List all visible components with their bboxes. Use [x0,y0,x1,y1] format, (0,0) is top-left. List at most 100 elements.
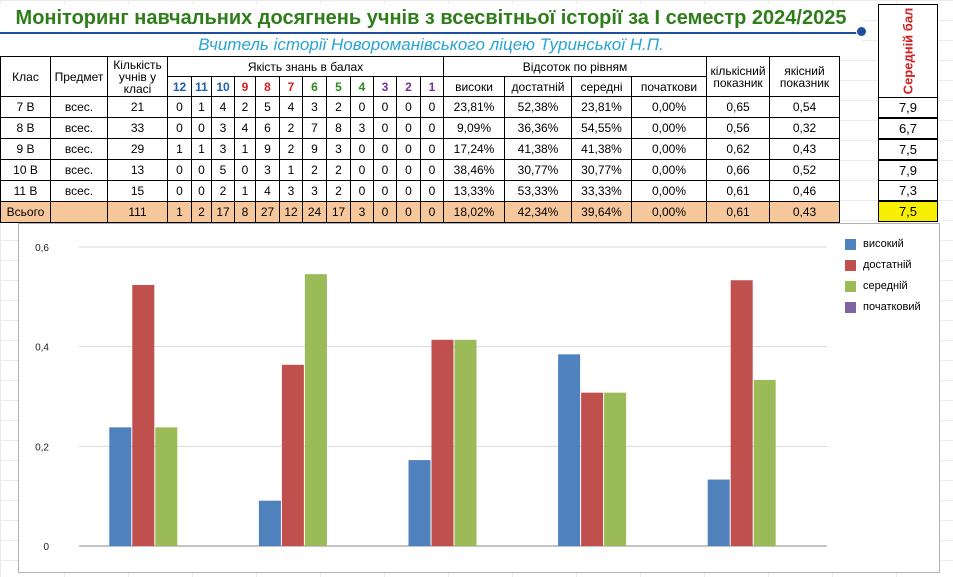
class-cell[interactable]: 7 В [0,96,51,118]
subject-cell[interactable]: всес. [50,117,108,139]
mark-cell[interactable]: 0 [167,117,192,139]
mark-cell[interactable]: 0 [373,117,397,139]
mark-cell[interactable]: 0 [396,159,421,181]
bar-середній[interactable] [454,339,477,546]
mark-cell[interactable]: 17 [211,201,235,223]
percent-cell[interactable]: 36,36% [504,117,572,139]
percent-cell[interactable]: 42,34% [504,201,572,223]
percent-cell[interactable]: 53,33% [504,180,572,202]
qualitative-cell[interactable]: 0,32 [769,117,840,139]
bar-достатній[interactable] [132,284,155,546]
mark-cell[interactable]: 0 [373,159,397,181]
mark-cell[interactable]: 2 [211,180,235,202]
mark-cell[interactable]: 3 [279,180,303,202]
percent-cell[interactable]: 0,00% [631,138,707,160]
class-cell[interactable]: Всього [0,201,51,223]
count-cell[interactable]: 29 [107,138,168,160]
mark-cell[interactable]: 2 [302,159,327,181]
mark-cell[interactable]: 0 [373,201,397,223]
percent-cell[interactable]: 17,24% [443,138,505,160]
mark-cell[interactable]: 9 [255,138,280,160]
mark-cell[interactable]: 0 [234,159,256,181]
percent-cell[interactable]: 54,55% [571,117,632,139]
mark-cell[interactable]: 0 [191,159,212,181]
mark-cell[interactable]: 0 [420,96,444,118]
subject-cell[interactable]: всес. [50,138,108,160]
mark-cell[interactable]: 0 [373,138,397,160]
count-cell[interactable]: 13 [107,159,168,181]
count-cell[interactable]: 33 [107,117,168,139]
bar-високий[interactable] [408,460,431,546]
class-cell[interactable]: 8 В [0,117,51,139]
mark-cell[interactable]: 4 [234,117,256,139]
mark-cell[interactable]: 2 [326,180,351,202]
quantitative-cell[interactable]: 0,65 [706,96,770,118]
mark-cell[interactable]: 12 [279,201,303,223]
class-cell[interactable]: 10 В [0,159,51,181]
mark-cell[interactable]: 3 [211,117,235,139]
quantitative-cell[interactable]: 0,56 [706,117,770,139]
quantitative-cell[interactable]: 0,66 [706,159,770,181]
bar-середній[interactable] [155,427,178,546]
average-cell[interactable]: 6,7 [878,118,938,139]
bar-високий[interactable] [707,479,730,546]
mark-cell[interactable]: 2 [234,96,256,118]
subject-cell[interactable] [50,201,108,223]
percent-cell[interactable]: 30,77% [571,159,632,181]
mark-cell[interactable]: 1 [191,138,212,160]
percent-cell[interactable]: 0,00% [631,180,707,202]
mark-cell[interactable]: 3 [350,117,374,139]
mark-cell[interactable]: 0 [396,117,421,139]
mark-cell[interactable]: 3 [350,201,374,223]
bar-високий[interactable] [109,427,132,546]
mark-cell[interactable]: 0 [167,180,192,202]
bar-достатній[interactable] [281,364,304,546]
mark-cell[interactable]: 0 [191,180,212,202]
percent-cell[interactable]: 9,09% [443,117,505,139]
mark-cell[interactable]: 4 [279,96,303,118]
bar-достатній[interactable] [581,392,604,546]
qualitative-cell[interactable]: 0,43 [769,201,840,223]
bar-високий[interactable] [558,354,581,546]
mark-cell[interactable]: 2 [279,117,303,139]
mark-cell[interactable]: 6 [255,117,280,139]
percent-cell[interactable]: 0,00% [631,159,707,181]
class-cell[interactable]: 9 В [0,138,51,160]
mark-cell[interactable]: 1 [234,138,256,160]
mark-cell[interactable]: 0 [420,117,444,139]
mark-cell[interactable]: 17 [326,201,351,223]
mark-cell[interactable]: 3 [326,138,351,160]
percent-cell[interactable]: 33,33% [571,180,632,202]
bar-середній[interactable] [604,392,627,546]
mark-cell[interactable]: 0 [167,96,192,118]
mark-cell[interactable]: 0 [396,138,421,160]
percent-cell[interactable]: 0,00% [631,117,707,139]
mark-cell[interactable]: 0 [191,117,212,139]
percent-cell[interactable]: 0,00% [631,96,707,118]
mark-cell[interactable]: 0 [420,138,444,160]
mark-cell[interactable]: 0 [350,159,374,181]
subject-cell[interactable]: всес. [50,159,108,181]
mark-cell[interactable]: 2 [326,96,351,118]
mark-cell[interactable]: 8 [234,201,256,223]
mark-cell[interactable]: 0 [350,96,374,118]
mark-cell[interactable]: 0 [420,180,444,202]
percent-cell[interactable]: 23,81% [443,96,505,118]
mark-cell[interactable]: 0 [396,180,421,202]
average-total-cell[interactable]: 7,5 [878,201,938,222]
mark-cell[interactable]: 1 [167,138,192,160]
mark-cell[interactable]: 2 [191,201,212,223]
percent-cell[interactable]: 18,02% [443,201,505,223]
percent-cell[interactable]: 41,38% [504,138,572,160]
average-cell[interactable]: 7,5 [878,139,938,160]
level-chart[interactable]: 0 0,2 0,4 0,6 високий достатній середній почат… [18,223,940,573]
resize-handle[interactable] [856,26,867,37]
percent-cell[interactable]: 13,33% [443,180,505,202]
mark-cell[interactable]: 3 [211,138,235,160]
mark-cell[interactable]: 2 [326,159,351,181]
mark-cell[interactable]: 2 [279,138,303,160]
mark-cell[interactable]: 0 [373,96,397,118]
bar-середній[interactable] [304,274,327,546]
count-cell[interactable]: 15 [107,180,168,202]
mark-cell[interactable]: 1 [279,159,303,181]
